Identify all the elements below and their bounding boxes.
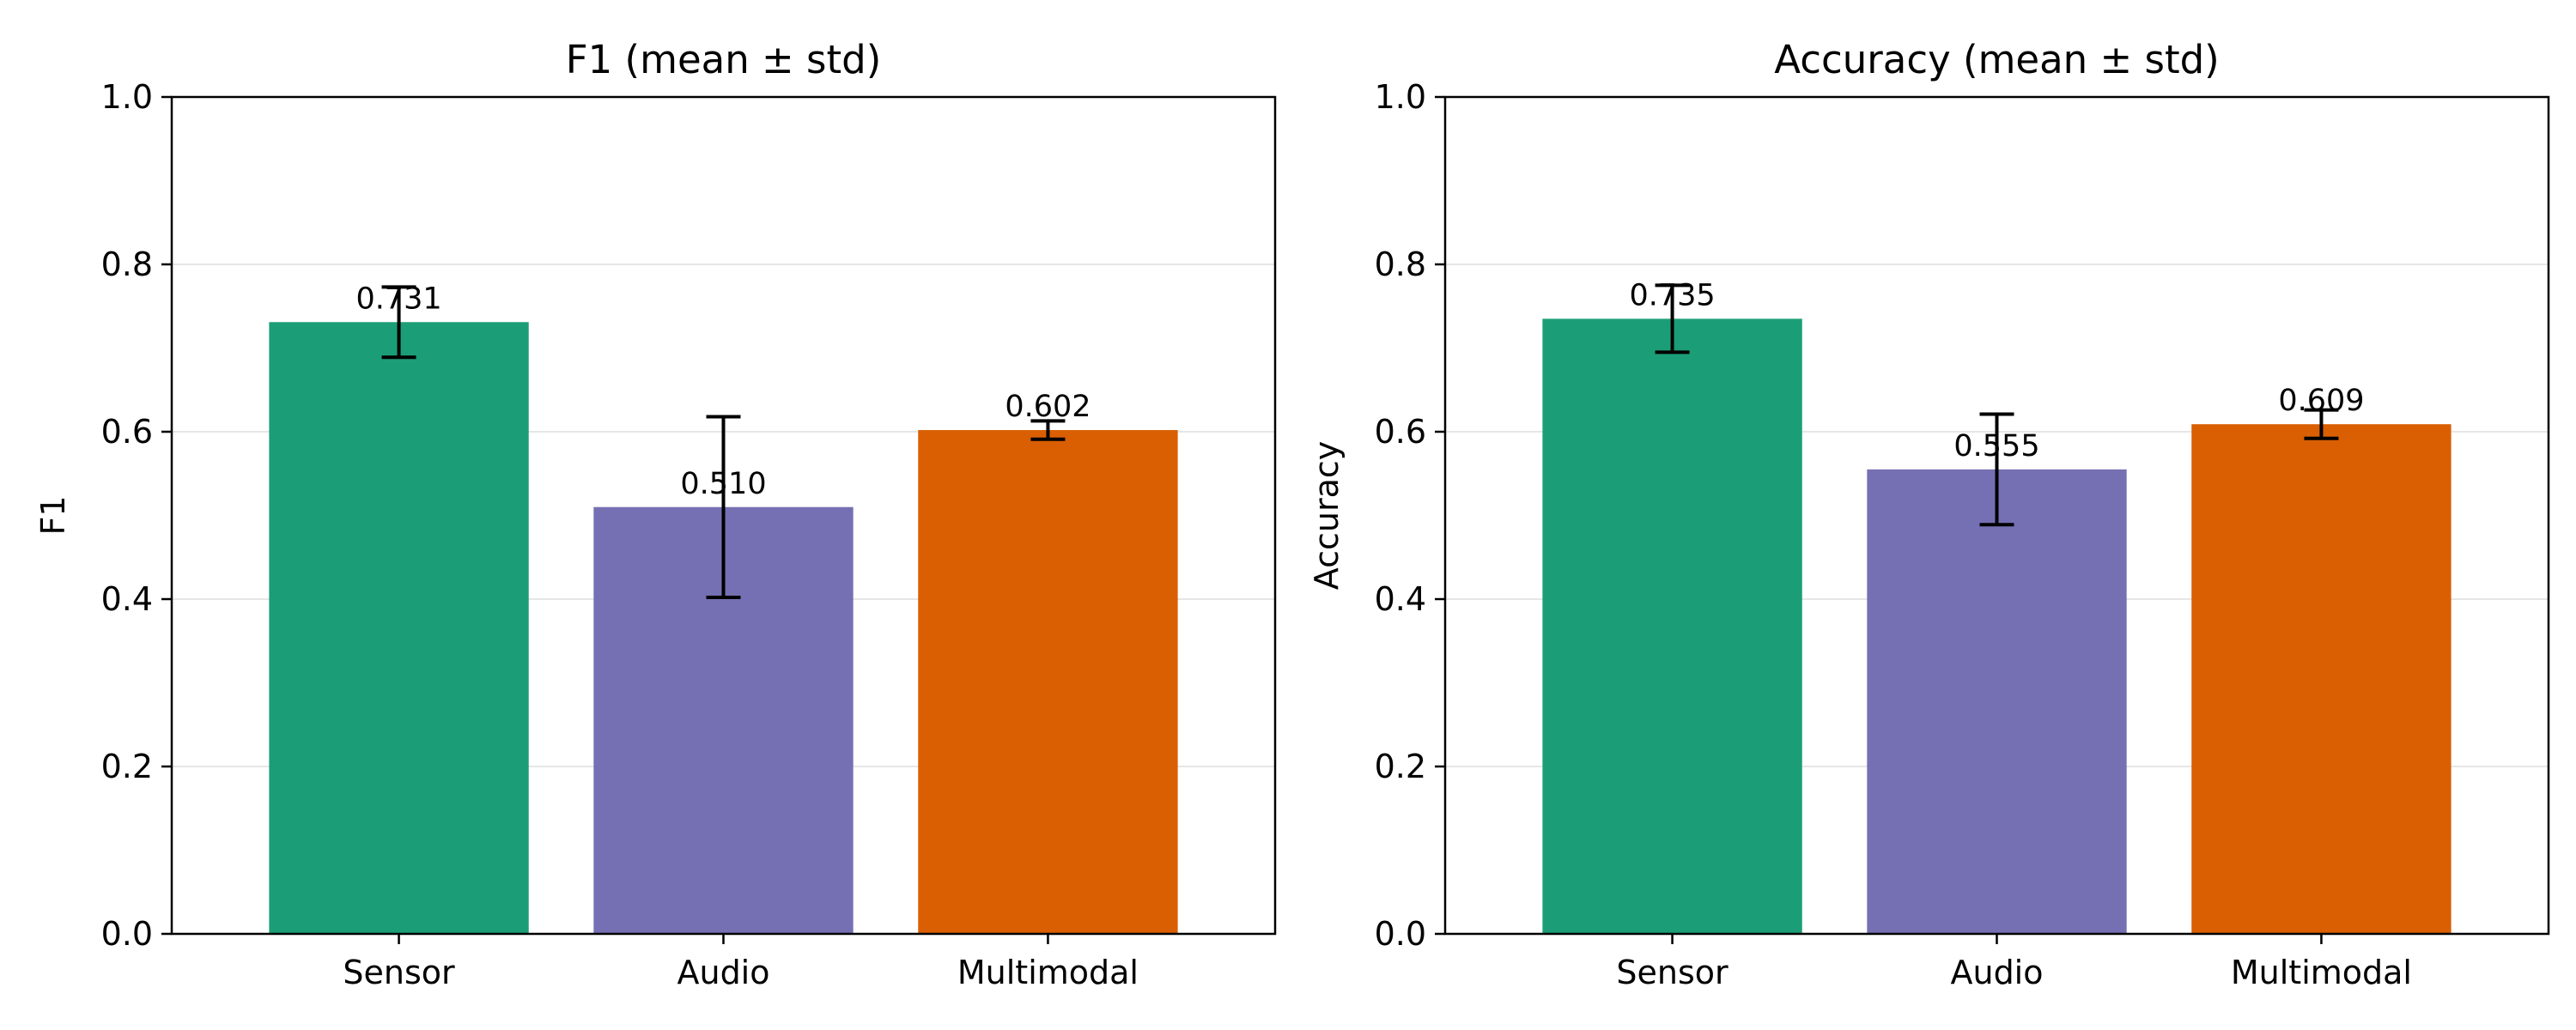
error-bar-multimodal [1030, 419, 1066, 441]
y-tick-label: 0.4 [101, 580, 153, 618]
bar-sensor [269, 322, 529, 934]
bar-multimodal [2191, 424, 2451, 935]
y-tick-label: 0.8 [101, 245, 153, 283]
x-tick-label-multimodal: Multimodal [2231, 954, 2412, 991]
value-label-multimodal: 0.602 [1005, 390, 1091, 424]
value-label-multimodal: 0.609 [2278, 384, 2364, 418]
error-bar-sensor [381, 285, 416, 360]
y-tick-label: 0.0 [101, 915, 153, 953]
chart-title: F1 (mean ± std) [566, 37, 882, 82]
error-bar-audio [1979, 412, 2014, 527]
y-tick-label: 0.6 [101, 413, 153, 451]
axes-frame [1443, 95, 2550, 936]
y-tick-label: 0.2 [1375, 748, 1426, 785]
y-axis-label: Accuracy [1308, 441, 1346, 591]
bar-sensor [1542, 318, 1802, 934]
error-bar-sensor [1655, 283, 1690, 354]
axes-frame [170, 95, 1277, 936]
chart-title: Accuracy (mean ± std) [1774, 37, 2219, 82]
y-tick-label: 0.0 [1375, 915, 1426, 953]
x-tick-label-audio: Audio [1950, 954, 2043, 991]
bar-multimodal [918, 430, 1178, 934]
x-tick-label-sensor: Sensor [343, 954, 455, 991]
value-label-audio: 0.555 [1953, 429, 2039, 464]
chart-panel-1: 0.0 0.2 0.4 0.6 0.8 1.0 0.731 Sensor 0.510 Audio 0… [34, 37, 1277, 991]
x-tick-label-audio: Audio [677, 954, 769, 991]
value-label-audio: 0.510 [680, 467, 766, 501]
y-tick-label: 0.6 [1375, 413, 1426, 451]
y-tick-label: 0.2 [101, 748, 153, 785]
value-label-sensor: 0.731 [355, 282, 441, 316]
y-tick-label: 0.4 [1375, 580, 1426, 618]
error-bar-multimodal [2304, 408, 2339, 440]
y-tick-label: 1.0 [101, 78, 153, 116]
error-bar-audio [706, 415, 741, 600]
x-tick-label-sensor: Sensor [1616, 954, 1728, 991]
chart-panel-2: 0.0 0.2 0.4 0.6 0.8 1.0 0.735 Sensor 0.555 Audio 0… [1308, 37, 2550, 991]
bar-audio [1867, 469, 2127, 934]
x-tick-label-multimodal: Multimodal [957, 954, 1139, 991]
y-axis-label: F1 [34, 495, 72, 535]
y-tick-label: 1.0 [1375, 78, 1426, 116]
y-tick-label: 0.8 [1375, 245, 1426, 283]
value-label-sensor: 0.735 [1629, 278, 1715, 312]
